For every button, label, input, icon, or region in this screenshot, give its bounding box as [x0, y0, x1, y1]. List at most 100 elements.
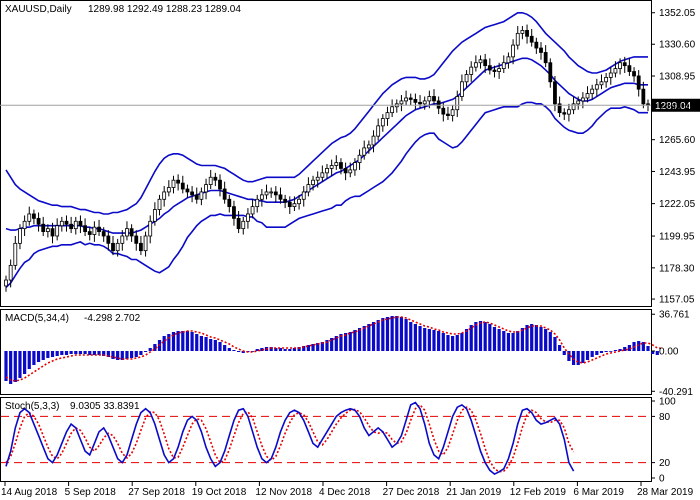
candle-body: [287, 201, 292, 208]
candle-body: [571, 103, 576, 111]
macd-bar: [553, 337, 557, 351]
candle-body: [301, 191, 306, 200]
macd-tick-label: 0.00: [659, 347, 679, 358]
candle-body: [134, 235, 139, 244]
macd-bar: [330, 338, 334, 351]
time-tick-label: 28 Mar 2019: [637, 487, 694, 498]
macd-bar: [446, 335, 450, 351]
candle-body: [222, 188, 227, 200]
candle-body: [199, 191, 204, 200]
macd-bar: [306, 345, 310, 351]
macd-bar: [399, 317, 404, 351]
candle-body: [148, 220, 153, 237]
candle-body: [422, 100, 427, 105]
macd-bar: [139, 351, 143, 355]
candle-body: [106, 235, 111, 244]
candle-body: [278, 194, 283, 200]
macd-bar: [334, 336, 338, 351]
candle-body: [385, 112, 390, 119]
macd-bar: [362, 326, 366, 351]
candle-body: [232, 206, 236, 219]
macd-bar: [613, 350, 618, 351]
candle-body: [613, 68, 618, 74]
candle-body: [325, 168, 329, 174]
candle-body: [69, 223, 74, 230]
candle-body: [41, 223, 46, 232]
candle-body: [353, 162, 357, 171]
candle-body: [83, 225, 87, 232]
macd-bar: [4, 351, 8, 381]
candle-body: [487, 65, 492, 71]
macd-bar: [437, 331, 441, 351]
candle-body: [218, 179, 222, 190]
macd-bar: [204, 337, 208, 351]
macd-bar: [492, 327, 497, 351]
candle-body: [241, 220, 246, 230]
candle-body: [297, 198, 301, 205]
macd-bar: [41, 351, 45, 360]
macd-bar: [130, 351, 134, 358]
price-tick-label: 1352.05: [659, 8, 696, 19]
time-axis: 14 Aug 2018 5 Sep 2018 27 Sep 2018 19 Oct 2…: [1, 482, 694, 498]
candle-body: [641, 88, 646, 105]
macd-bar: [60, 351, 64, 355]
macd-series-layer: [4, 316, 663, 384]
macd-bar: [255, 349, 259, 351]
candle-body: [292, 203, 297, 208]
macd-bar: [148, 348, 152, 351]
time-tick-label: 12 Nov 2018: [255, 487, 312, 498]
candle-body: [283, 198, 288, 203]
macd-bar: [120, 351, 124, 360]
candle-body: [236, 217, 241, 230]
candle-body: [506, 56, 511, 64]
candle-body: [534, 41, 539, 49]
price-tick-label: 1178.30: [659, 263, 695, 274]
macd-bar: [111, 351, 115, 359]
macd-bar: [595, 351, 599, 355]
candle-body: [632, 71, 636, 77]
candle-body: [473, 62, 478, 68]
macd-bar: [455, 335, 459, 351]
macd-bar: [385, 317, 390, 351]
time-tick-label: 27 Sep 2018: [128, 487, 185, 498]
macd-bar: [567, 351, 571, 361]
candle-body: [152, 209, 157, 222]
macd-bar: [530, 324, 534, 351]
macd-bar: [232, 350, 236, 351]
macd-tick-label: 36.761: [659, 310, 690, 321]
macd-bar: [311, 344, 315, 351]
bollinger-upper-line: [5, 12, 648, 215]
candle-body: [436, 100, 441, 109]
macd-bar: [162, 336, 166, 351]
candle-body: [45, 228, 50, 232]
macd-bar: [623, 347, 627, 351]
candle-body: [176, 179, 181, 184]
candle-body: [599, 81, 604, 86]
macd-bar: [241, 351, 245, 353]
candle-body: [557, 103, 562, 114]
candle-body: [166, 187, 171, 193]
bollinger-middle-line: [5, 57, 648, 234]
candle-body: [246, 213, 250, 222]
candle-body: [511, 44, 515, 58]
candle-body: [194, 194, 199, 200]
macd-bar: [209, 339, 213, 351]
macd-bar: [302, 346, 306, 351]
candle-body: [143, 235, 148, 252]
macd-bar: [223, 345, 227, 351]
candle-body: [548, 62, 553, 83]
macd-values: -4.298 2.702: [84, 313, 141, 324]
macd-bar: [418, 326, 422, 351]
macd-tick-label: -40.291: [659, 387, 693, 398]
candle-body: [608, 72, 613, 78]
macd-bar: [339, 334, 343, 351]
macd-bar: [106, 351, 110, 357]
macd-bar: [637, 341, 641, 351]
candle-body: [27, 213, 32, 222]
candle-body: [362, 147, 367, 156]
macd-bar: [562, 351, 566, 355]
candle-body: [376, 125, 381, 137]
macd-bar: [97, 351, 101, 355]
macd-bar: [604, 351, 608, 352]
